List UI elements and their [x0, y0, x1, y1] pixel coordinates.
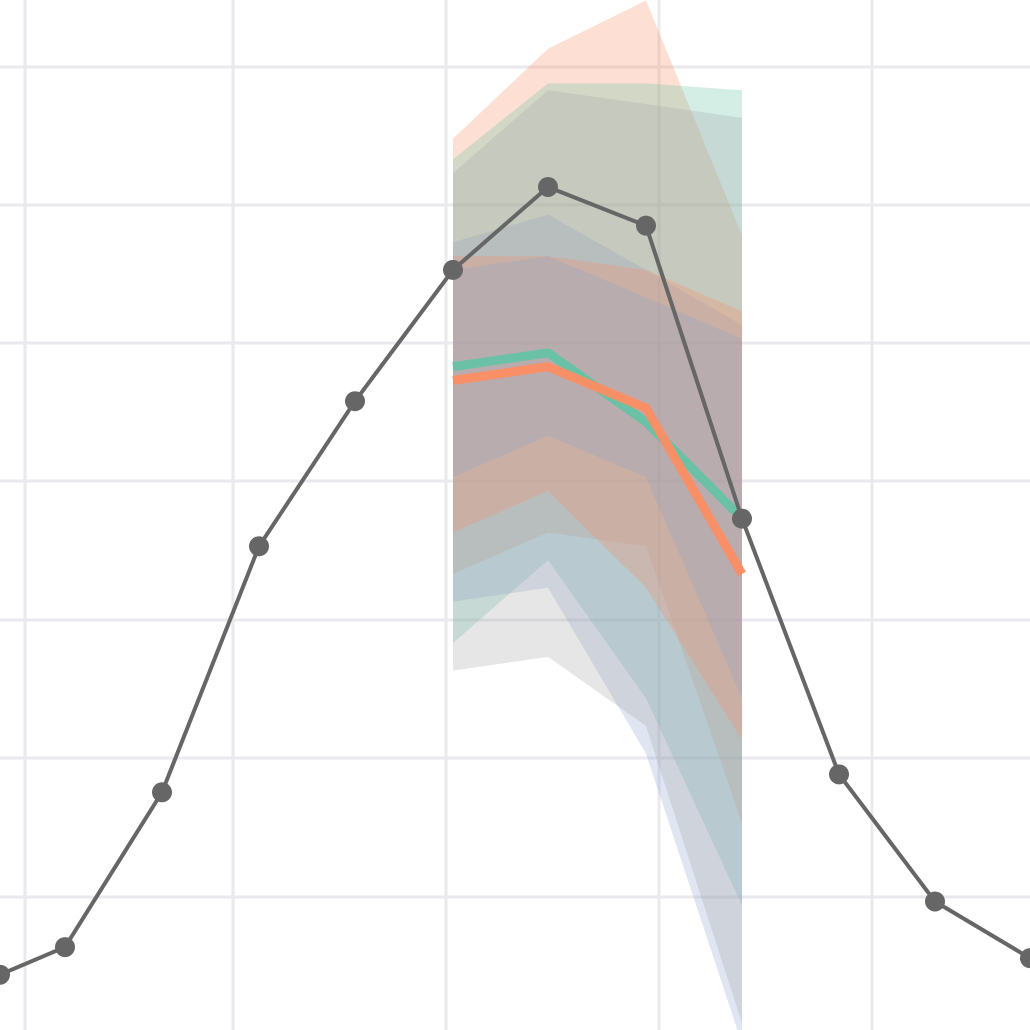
observed-point [538, 176, 558, 197]
observed-point [1020, 948, 1030, 969]
prediction-band-5 [453, 256, 742, 740]
observed-point [249, 536, 269, 557]
prediction-bands [453, 0, 742, 1030]
observed-point [55, 937, 75, 958]
forecast-line-2 [452, 362, 746, 577]
observed-point [345, 391, 365, 412]
prediction-band-2 [453, 83, 742, 906]
observed-point [0, 964, 10, 985]
series-lines [0, 184, 1030, 977]
observed-point [925, 891, 945, 912]
observed-point [443, 259, 463, 280]
observed-point [636, 215, 656, 236]
observed-line [0, 184, 1030, 977]
prediction-band-3 [453, 214, 742, 1030]
observed-point [829, 764, 849, 785]
observed-point [152, 782, 172, 803]
data-points [0, 176, 1030, 985]
prediction-band-4 [453, 90, 742, 1024]
observed-point [732, 508, 752, 529]
